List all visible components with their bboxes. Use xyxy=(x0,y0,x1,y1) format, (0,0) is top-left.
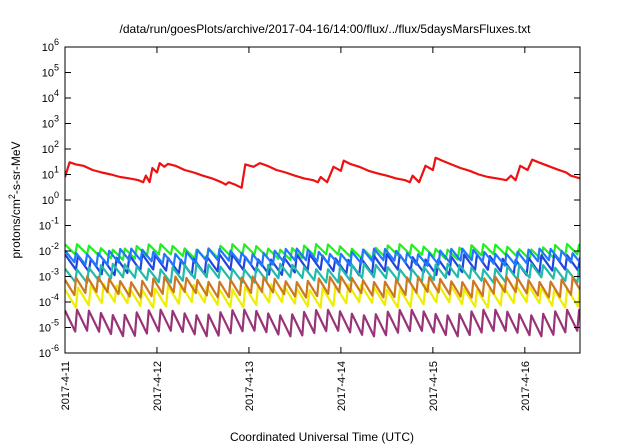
y-tick-label: 104 xyxy=(42,88,59,105)
x-tick-label: 2017-4-14 xyxy=(336,361,348,411)
x-tick-label: 2017-4-16 xyxy=(520,361,532,411)
x-tick-label: 2017-4-15 xyxy=(428,361,440,411)
series-line xyxy=(65,283,580,309)
y-tick-label: 100 xyxy=(42,190,59,207)
y-tick-label: 10-5 xyxy=(39,318,59,335)
series-line xyxy=(65,242,580,261)
x-tick-label: 2017-4-13 xyxy=(244,361,256,411)
y-tick-label: 102 xyxy=(42,139,59,156)
y-tick-label: 103 xyxy=(42,114,59,131)
series-group xyxy=(65,156,580,338)
x-tick-label: 2017-4-12 xyxy=(152,361,164,411)
y-axis-title: protons/cm2-s-sr-MeV xyxy=(7,141,23,258)
y-tick-label: 10-4 xyxy=(39,292,59,309)
y-tick-label: 10-1 xyxy=(39,216,59,233)
series-line xyxy=(65,308,580,338)
y-tick-label: 106 xyxy=(42,37,59,54)
y-tick-label: 10-6 xyxy=(39,343,59,360)
y-tick-label: 101 xyxy=(42,165,59,182)
y-axis-title-sup: 2 xyxy=(7,194,17,199)
chart-title: /data/run/goesPlots/archive/2017-04-16/1… xyxy=(120,22,532,36)
x-axis: 2017-4-11 2017-4-12 2017-4-13 2017-4-14 2017… xyxy=(60,47,532,411)
y-axis: 10-6 10-5 10-4 10-3 10-2 10-1 100 101 102 103 104 1… xyxy=(39,37,580,360)
y-axis-title-part: -s-sr-MeV xyxy=(9,141,23,194)
series-line xyxy=(65,262,580,284)
series-line xyxy=(65,247,580,267)
y-tick-label: 10-2 xyxy=(39,241,59,258)
y-tick-label: 105 xyxy=(42,63,59,80)
y-axis-title-part: protons/cm xyxy=(9,199,23,258)
series-line xyxy=(65,156,580,189)
series-line xyxy=(65,275,580,299)
plot-frame xyxy=(64,46,581,354)
y-tick-label: 10-3 xyxy=(39,267,59,284)
x-axis-title: Coordinated Universal Time (UTC) xyxy=(230,430,414,444)
x-tick-label: 2017-4-11 xyxy=(60,361,72,410)
